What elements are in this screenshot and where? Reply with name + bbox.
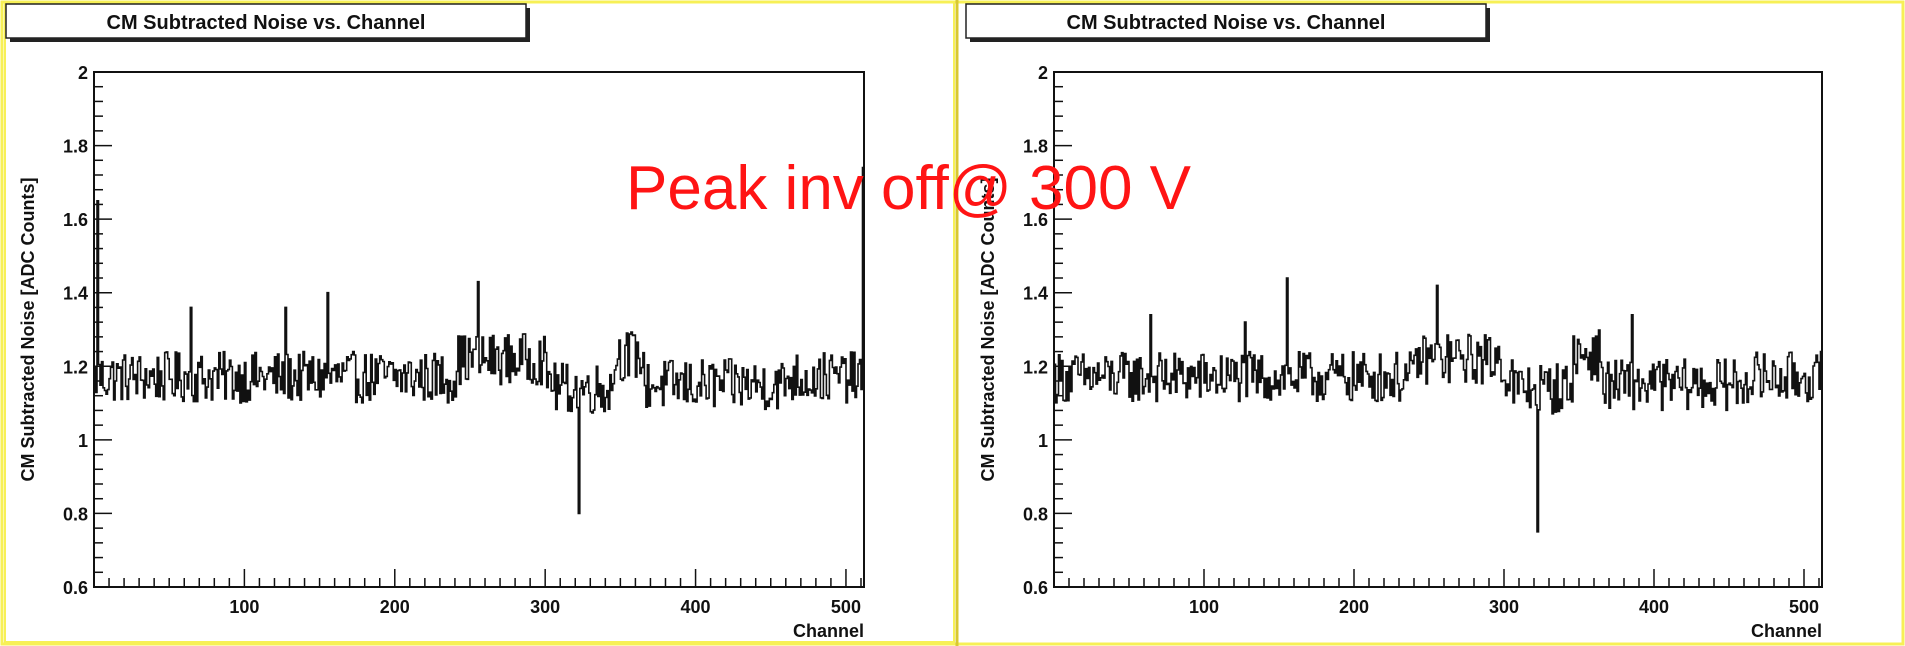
x-tick-label: 200 (1339, 597, 1369, 617)
title-box-right: CM Subtracted Noise vs. Channel (965, 3, 1490, 42)
y-tick-label: 1.2 (63, 357, 88, 377)
y-tick-label: 1.4 (1023, 284, 1048, 304)
title-box-right-bg (965, 3, 1487, 39)
plot-left: 0.6 0.8 1 1.2 1.4 1.6 1.8 2 100 200 300 400 500 Chann… (18, 63, 865, 641)
x-axis-label: Channel (1751, 621, 1822, 641)
annotation-text: Peak inv off@ 300 V (626, 154, 1192, 223)
title-box-left-bg (5, 3, 527, 39)
y-tick-label: 1.8 (63, 137, 88, 157)
y-tick-label: 0.8 (63, 504, 88, 524)
x-tick-label: 100 (229, 597, 259, 617)
x-tick-label: 300 (1489, 597, 1519, 617)
chart-title-right: CM Subtracted Noise vs. Channel (1067, 12, 1386, 34)
panel-left-frame (4, 1, 955, 643)
y-tick-label: 2 (1038, 63, 1048, 83)
panel-left: CM Subtracted Noise vs. Channel 0.6 0.8 1 1… (4, 1, 955, 643)
y-tick-label: 1.6 (63, 210, 88, 230)
panel-right: CM Subtracted Noise vs. Channel 0.6 0.8 1 1… (965, 3, 1823, 641)
y-axis-label: CM Subtracted Noise [ADC Counts] (18, 177, 38, 481)
x-tick-label: 400 (681, 597, 711, 617)
x-axis-label: Channel (793, 621, 864, 641)
y-tick-label: 2 (78, 63, 88, 83)
plot-frame (1053, 71, 1823, 588)
y-tick-label: 1.6 (1023, 210, 1048, 230)
plot-frame (93, 71, 865, 588)
x-tick-label: 300 (530, 597, 560, 617)
x-tick-label: 200 (380, 597, 410, 617)
x-tick-label: 500 (1789, 597, 1819, 617)
y-tick-label: 1.2 (1023, 357, 1048, 377)
noise-series-line (1054, 277, 1822, 533)
y-tick-label: 1 (78, 431, 88, 451)
y-tick-label: 1 (1038, 431, 1048, 451)
y-tick-label: 1.4 (63, 284, 88, 304)
y-tick-label: 1.8 (1023, 137, 1048, 157)
title-box-left: CM Subtracted Noise vs. Channel (5, 3, 530, 42)
plot-right: 0.6 0.8 1 1.2 1.4 1.6 1.8 2 100 200 300 400 500 Chann… (978, 63, 1823, 641)
x-tick-label: 100 (1189, 597, 1219, 617)
chart-title-left: CM Subtracted Noise vs. Channel (107, 12, 426, 34)
y-tick-label: 0.8 (1023, 504, 1048, 524)
y-tick-label: 0.6 (1023, 578, 1048, 598)
x-tick-label: 400 (1639, 597, 1669, 617)
y-tick-label: 0.6 (63, 578, 88, 598)
x-tick-label: 500 (831, 597, 861, 617)
y-axis-label: CM Subtracted Noise [ADC Counts] (978, 177, 998, 481)
noise-series-line (94, 166, 864, 515)
